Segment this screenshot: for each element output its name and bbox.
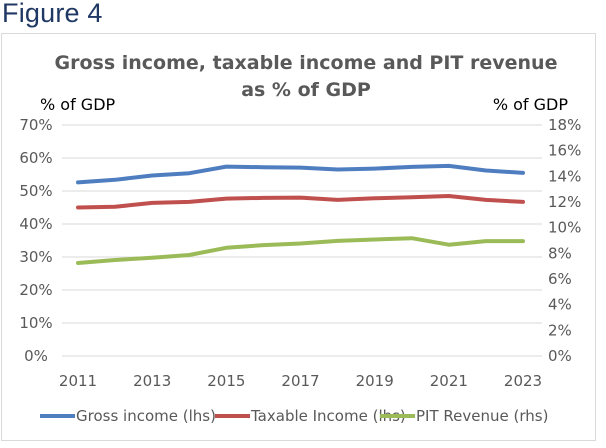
series-lines — [76, 163, 525, 265]
right-axis-tick-label: 10% — [548, 219, 581, 237]
legend-label-gross-income-lhs: Gross income (lhs) — [76, 407, 216, 425]
x-axis-tick-label: 2019 — [356, 372, 394, 390]
left-axis-unit-label: % of GDP — [40, 95, 116, 114]
left-axis-tick-label: 40% — [19, 215, 52, 233]
right-axis-ticks: 0% 2% 4% 6% 8% 10% 12% 14% 16% 18% — [548, 116, 581, 365]
x-axis-tick-label: 2013 — [133, 372, 171, 390]
legend-label-pit-revenue-rhs: PIT Revenue (rhs) — [416, 407, 548, 425]
x-axis-tick-label: 2011 — [59, 372, 97, 390]
right-axis-tick-label: 18% — [548, 116, 581, 134]
x-axis-tick-label: 2015 — [207, 372, 245, 390]
right-axis-tick-label: 0% — [548, 347, 572, 365]
chart-title-line-1: Gross income, taxable income and PIT rev… — [55, 52, 558, 74]
left-axis-tick-label: 30% — [19, 248, 52, 266]
left-axis-tick-label: 0% — [24, 347, 48, 365]
x-axis-tick-label: 2017 — [281, 372, 319, 390]
left-axis-tick-label: 20% — [19, 281, 52, 299]
left-axis-tick-label: 50% — [19, 182, 52, 200]
chart-title-line-2: as % of GDP — [241, 79, 371, 101]
right-axis-tick-label: 6% — [548, 270, 572, 288]
chart-frame — [1, 33, 596, 441]
series-line-pit-revenue-rhs — [76, 236, 525, 265]
x-axis-tick-label: 2021 — [430, 372, 468, 390]
right-axis-tick-label: 4% — [548, 296, 572, 314]
right-axis-tick-label: 2% — [548, 321, 572, 339]
right-axis-tick-label: 14% — [548, 167, 581, 185]
legend-label-taxable-income-lhs: Taxable Income (lhs) — [250, 407, 406, 425]
left-axis-tick-label: 10% — [19, 314, 52, 332]
right-axis-unit-label: % of GDP — [493, 95, 569, 114]
left-axis-tick-label: 70% — [19, 116, 52, 134]
series-line-taxable-income-lhs — [76, 194, 525, 210]
right-axis-tick-label: 8% — [548, 244, 572, 262]
left-axis-tick-label: 60% — [19, 149, 52, 167]
series-line-gross-income-lhs — [76, 163, 525, 185]
right-axis-tick-label: 12% — [548, 193, 581, 211]
x-axis-ticks: 2011 2013 2015 2017 2019 2021 2023 — [59, 372, 542, 390]
left-axis-ticks: 0% 10% 20% 30% 40% 50% 60% 70% — [19, 116, 52, 365]
gridlines — [62, 124, 542, 357]
legend: Gross income (lhs) Taxable Income (lhs) PI… — [40, 407, 548, 425]
right-axis-tick-label: 16% — [548, 142, 581, 160]
x-axis-tick-label: 2023 — [504, 372, 542, 390]
figure-heading: Figure 4 — [2, 0, 103, 28]
